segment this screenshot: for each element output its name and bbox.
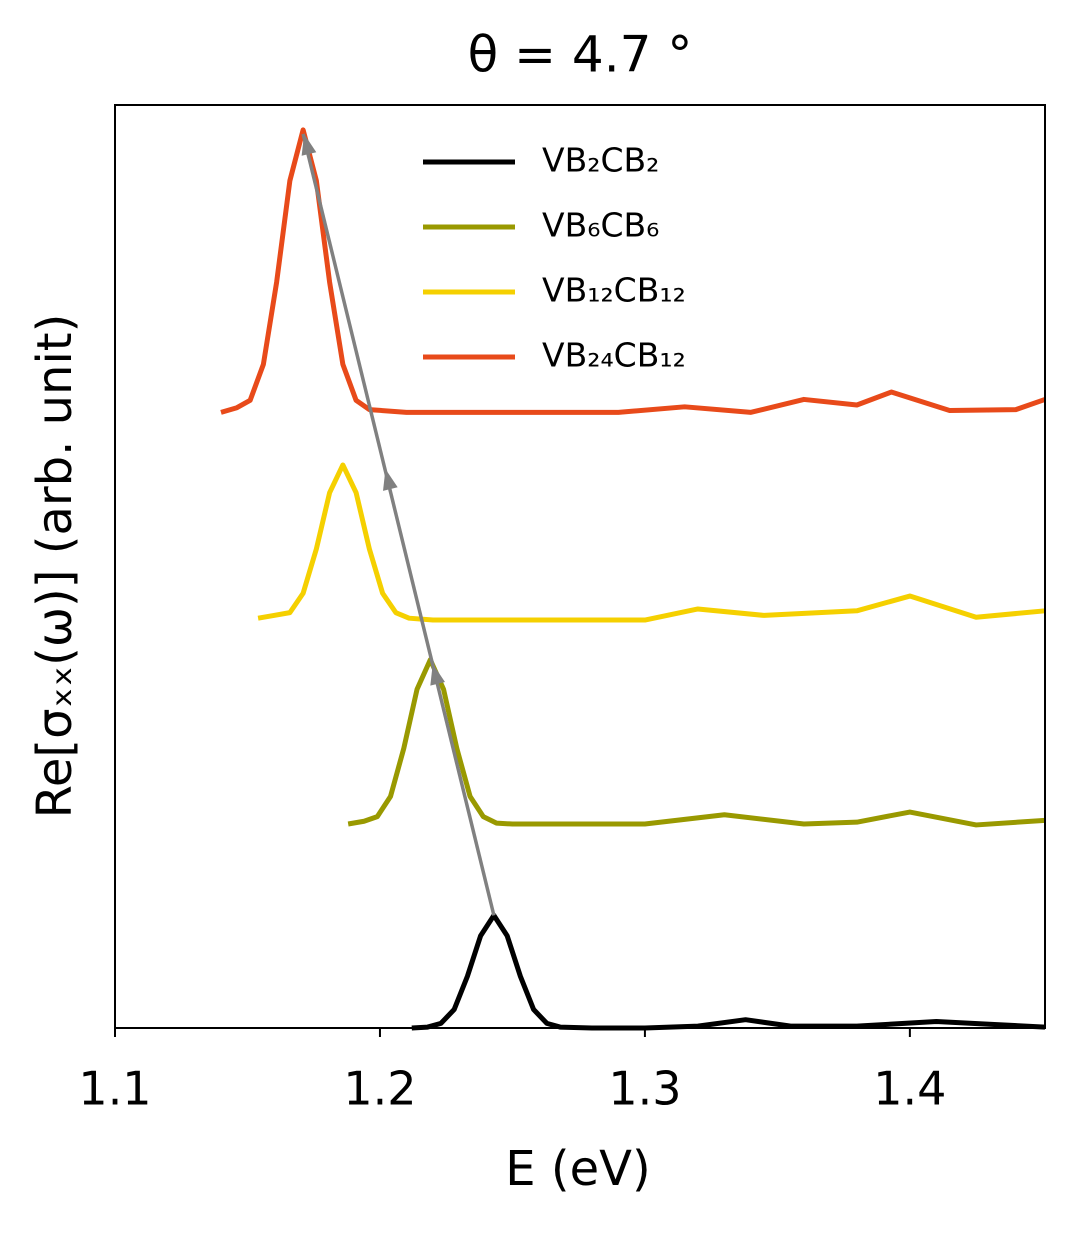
arrow-head xyxy=(301,133,317,156)
x-tick-label: 1.2 xyxy=(343,1062,416,1116)
line-series xyxy=(347,657,1046,828)
x-axis-label: E (eV) xyxy=(505,1141,650,1197)
line-series xyxy=(257,462,1046,623)
x-tick-label: 1.4 xyxy=(873,1062,946,1116)
legend-label: VB₂₄CB₁₂ xyxy=(542,336,686,375)
legend-label: VB₆CB₆ xyxy=(542,206,659,245)
line-series xyxy=(220,127,1046,415)
arrow-line xyxy=(301,133,496,916)
chart-title: θ = 4.7 ° xyxy=(468,26,693,84)
legend-label: VB₂CB₂ xyxy=(542,141,659,180)
legend-label: VB₁₂CB₁₂ xyxy=(542,271,686,310)
arrow-head xyxy=(383,468,398,491)
y-axis-label: Re[σₓₓ(ω)] (arb. unit) xyxy=(27,314,83,819)
x-tick-label: 1.1 xyxy=(78,1062,151,1116)
line-series xyxy=(411,912,1046,1031)
arrow-head xyxy=(430,663,445,686)
plot-frame xyxy=(114,104,1046,1029)
x-tick-label: 1.3 xyxy=(608,1062,681,1116)
